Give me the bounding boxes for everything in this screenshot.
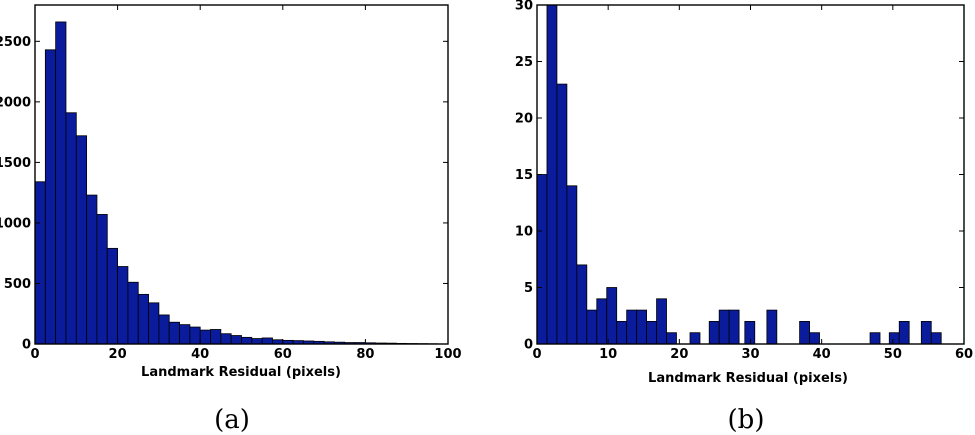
y-tick-label: 0 — [524, 338, 533, 353]
x-tick-label: 80 — [356, 347, 374, 362]
histogram-bar — [666, 332, 677, 345]
caption-b: (b) — [728, 405, 765, 435]
histogram-panel-a: (a) Landmark Residual (pixels) 0 20 40 60 80… — [0, 4, 462, 435]
histogram-bar — [718, 309, 730, 345]
y-tick-label: 5 — [524, 281, 533, 296]
y-tick-label: 2500 — [0, 35, 31, 50]
histogram-panel-b: (b) Landmark Residual (pixels) 0 10 20 30 40… — [515, 0, 973, 435]
axes-frame-b — [536, 4, 965, 345]
histogram-bar — [689, 332, 701, 345]
x-tick-label: 10 — [599, 347, 617, 362]
y-tick-label: 25 — [515, 55, 533, 70]
histogram-bar — [75, 135, 88, 345]
histogram-bar — [65, 112, 77, 345]
histogram-bar — [606, 287, 618, 345]
x-tick-label: 20 — [109, 347, 127, 362]
histogram-bar — [596, 298, 608, 345]
histogram-bar — [536, 174, 548, 345]
histogram-bar — [920, 320, 932, 345]
histogram-bar — [168, 321, 180, 345]
x-tick-label: 0 — [532, 347, 541, 362]
histogram-bar — [148, 302, 160, 345]
histogram-bar — [34, 181, 46, 345]
histogram-bar — [799, 320, 810, 345]
y-tick-label: 1500 — [0, 156, 31, 171]
histogram-bar — [127, 281, 139, 345]
histogram-bar — [158, 314, 170, 345]
x-tick-label: 30 — [741, 347, 759, 362]
x-tick-label: 60 — [274, 347, 292, 362]
histogram-bar — [96, 214, 108, 345]
histogram-bar — [230, 335, 242, 345]
histogram-bar — [708, 320, 720, 345]
y-tick-label: 15 — [515, 168, 533, 183]
histogram-bar — [199, 329, 211, 345]
histogram-bar — [869, 332, 881, 345]
histogram-bar — [898, 320, 910, 345]
x-tick-label: 100 — [434, 347, 461, 362]
bars-b — [536, 4, 942, 345]
histogram-bar — [616, 320, 628, 345]
x-axis-label-a: Landmark Residual (pixels) — [141, 365, 341, 380]
histogram-bar — [44, 49, 57, 345]
y-tick-label: 2000 — [0, 95, 31, 110]
y-tick-label: 30 — [515, 0, 533, 14]
histogram-bar — [646, 320, 657, 345]
x-tick-label: 50 — [884, 347, 902, 362]
x-axis-label-b: Landmark Residual (pixels) — [648, 371, 848, 386]
histogram-bar — [546, 4, 558, 345]
caption-a: (a) — [214, 405, 250, 435]
histogram-bar — [636, 309, 647, 345]
bars-a — [34, 21, 439, 345]
histogram-bar — [241, 336, 253, 345]
histogram-bar — [117, 266, 129, 345]
histogram-bar — [888, 332, 900, 345]
y-tick-label: 20 — [515, 112, 533, 127]
histogram-bar — [556, 83, 568, 345]
histogram-bar — [106, 247, 118, 345]
histogram-bar — [261, 337, 273, 345]
y-tick-label: 10 — [515, 225, 533, 240]
x-tick-label: 40 — [191, 347, 209, 362]
histogram-bar — [744, 320, 756, 345]
histogram-bar — [55, 21, 67, 345]
histogram-bar — [766, 309, 778, 345]
histogram-bar — [86, 194, 98, 345]
histogram-bar — [586, 309, 598, 345]
x-tick-label: 40 — [813, 347, 831, 362]
histogram-bar — [728, 309, 740, 345]
histogram-bar — [251, 338, 263, 345]
histogram-bar — [566, 185, 578, 345]
x-tick-label: 60 — [955, 347, 973, 362]
x-tick-label: 0 — [30, 347, 39, 362]
histogram-bar — [137, 293, 149, 345]
y-tick-label: 500 — [4, 277, 31, 292]
histogram-bar — [576, 264, 588, 345]
histogram-bar — [656, 298, 667, 345]
histogram-bar — [626, 309, 638, 345]
x-tick-label: 20 — [670, 347, 688, 362]
y-tick-label: 0 — [22, 338, 31, 353]
histogram-bar — [179, 324, 191, 345]
histogram-bar — [809, 332, 820, 345]
histogram-bar — [210, 329, 222, 345]
histogram-bar — [930, 332, 942, 345]
histogram-bar — [220, 333, 232, 345]
histogram-bar — [189, 326, 201, 345]
axes-frame-a — [34, 4, 449, 345]
